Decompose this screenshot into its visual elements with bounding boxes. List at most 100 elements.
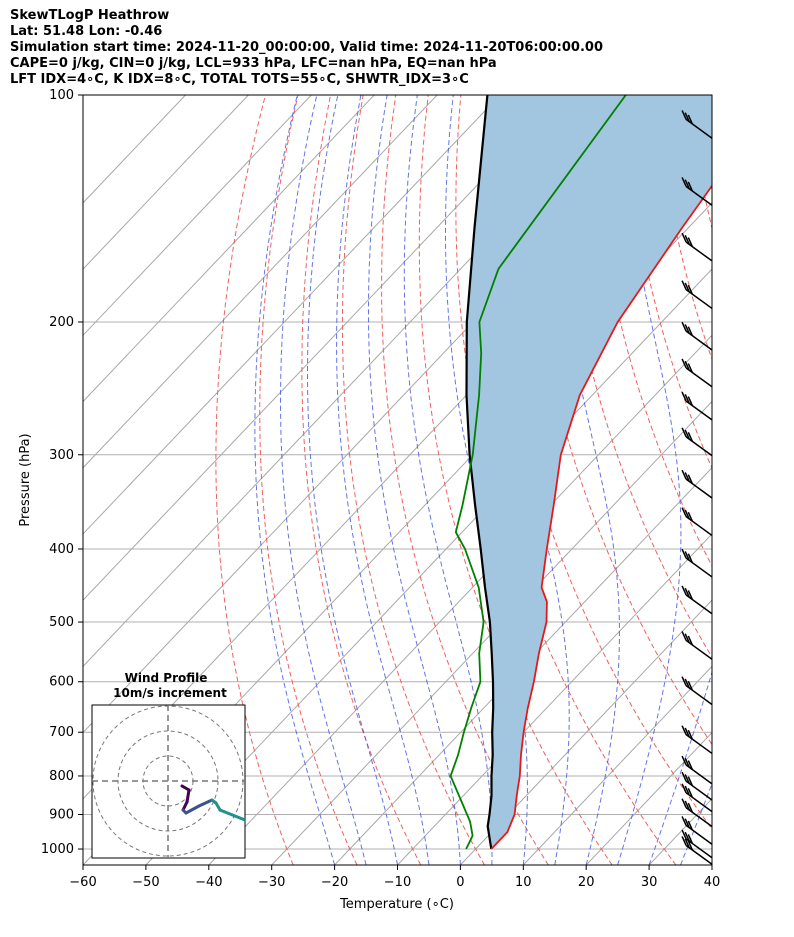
wind-barb [681, 755, 713, 785]
barb-flag [684, 360, 690, 371]
dry-adiabat [524, 95, 712, 746]
moist-adiabat [280, 95, 367, 865]
wind-barb [681, 829, 713, 859]
chart-title: SkewTLogP Heathrow [10, 8, 170, 23]
barb-flag [681, 676, 687, 686]
barb-flag [684, 324, 690, 334]
barb-flag [687, 284, 694, 295]
barb-staff [685, 557, 713, 578]
barb-staff [685, 516, 713, 537]
barb-flag [681, 771, 687, 782]
barb-staff [685, 824, 713, 845]
barb-flag [687, 553, 694, 563]
moist-adiabat [336, 95, 430, 865]
moist-adiabat [254, 95, 336, 865]
isotherm-line [208, 334, 712, 865]
y-tick-label: 900 [49, 808, 74, 823]
parcel-profile-line [465, 95, 495, 850]
dry-adiabat [786, 95, 794, 865]
wind-barb [681, 836, 713, 865]
y-tick-label: 200 [49, 315, 74, 330]
barb-staff [685, 838, 713, 859]
x-tick-label: −20 [321, 875, 348, 890]
barb-flag [687, 590, 694, 600]
barb-staff [685, 639, 713, 660]
wind-barb [681, 321, 713, 351]
x-tick-label: 20 [578, 875, 595, 890]
barb-flag [687, 834, 694, 844]
barb-flag [684, 678, 690, 689]
x-tick-label: −10 [384, 875, 411, 890]
barb-flag [684, 429, 690, 440]
wind-barb [681, 798, 713, 828]
isotherm-line [711, 864, 712, 865]
y-axis-label: Pressure (hPa) [18, 433, 33, 526]
hodograph-trace [218, 808, 245, 822]
dry-adiabat [215, 95, 294, 865]
barb-flag [681, 836, 687, 846]
wind-barbs [681, 110, 713, 865]
moist-adiabat [744, 95, 794, 865]
barb-flag [681, 177, 687, 187]
barb-flag [687, 788, 694, 798]
barb-staff [685, 734, 713, 755]
barb-flag [687, 326, 694, 336]
y-tick-label: 100 [49, 88, 74, 103]
barb-staff [685, 478, 713, 499]
barb-flag [684, 831, 690, 842]
barb-flag [687, 432, 694, 442]
cape-line: CAPE=0 j/kg, CIN=0 j/kg, LCL=933 hPa, LF… [10, 56, 497, 71]
barb-staff [685, 844, 713, 865]
wind-barb [681, 507, 713, 537]
barb-flag [684, 551, 690, 561]
dry-adiabat [259, 95, 358, 865]
barb-flag [681, 469, 687, 480]
barb-flag [684, 838, 690, 849]
cape-shade-layer [466, 95, 712, 849]
y-tick-label: 800 [49, 769, 74, 784]
barb-staff [685, 118, 713, 139]
barb-flag [681, 391, 687, 402]
barb-flag [684, 774, 690, 784]
x-tick-label: 30 [641, 875, 658, 890]
wind-barb [681, 110, 713, 139]
barb-flag [684, 282, 690, 293]
barb-flag [681, 232, 687, 243]
y-axis-ticks: 100 200 300 400 500 600 700 800 900 1000 [41, 88, 83, 857]
barb-flag [687, 802, 694, 813]
barb-flag [681, 829, 687, 840]
barb-flag [681, 321, 687, 332]
moist-adiabat [550, 95, 620, 865]
y-tick-label: 300 [49, 448, 74, 463]
barb-flag [681, 631, 687, 641]
moist-adiabat [445, 95, 528, 865]
barb-flag [684, 509, 690, 520]
barb-staff [685, 436, 713, 457]
time-line: Simulation start time: 2024-11-20_00:00:… [10, 40, 603, 55]
moist-adiabat [403, 95, 493, 865]
x-tick-label: 0 [456, 875, 464, 890]
dewpoint-line [449, 95, 627, 850]
hodograph-subtitle: 10m/s increment [113, 686, 227, 700]
x-tick-label: 10 [515, 875, 532, 890]
barb-staff [685, 807, 713, 828]
dry-adiabat [301, 95, 422, 865]
isotherm-line [83, 95, 312, 337]
barb-flag [687, 680, 694, 691]
barb-flag [681, 585, 687, 596]
y-tick-label: 600 [49, 675, 74, 690]
dry-adiabat [590, 95, 712, 567]
barb-flag [681, 816, 687, 826]
hodograph-trace [197, 798, 214, 808]
barb-flag [684, 179, 690, 190]
x-tick-label: −60 [69, 875, 96, 890]
wind-barb [681, 358, 713, 388]
barb-flag [687, 776, 694, 787]
barb-flag [687, 237, 694, 247]
x-axis-label: Temperature (∘C) [339, 897, 454, 912]
dry-adiabat [341, 95, 485, 865]
wind-barb [681, 280, 713, 310]
barb-flag [684, 727, 690, 738]
barb-flag [687, 396, 694, 406]
